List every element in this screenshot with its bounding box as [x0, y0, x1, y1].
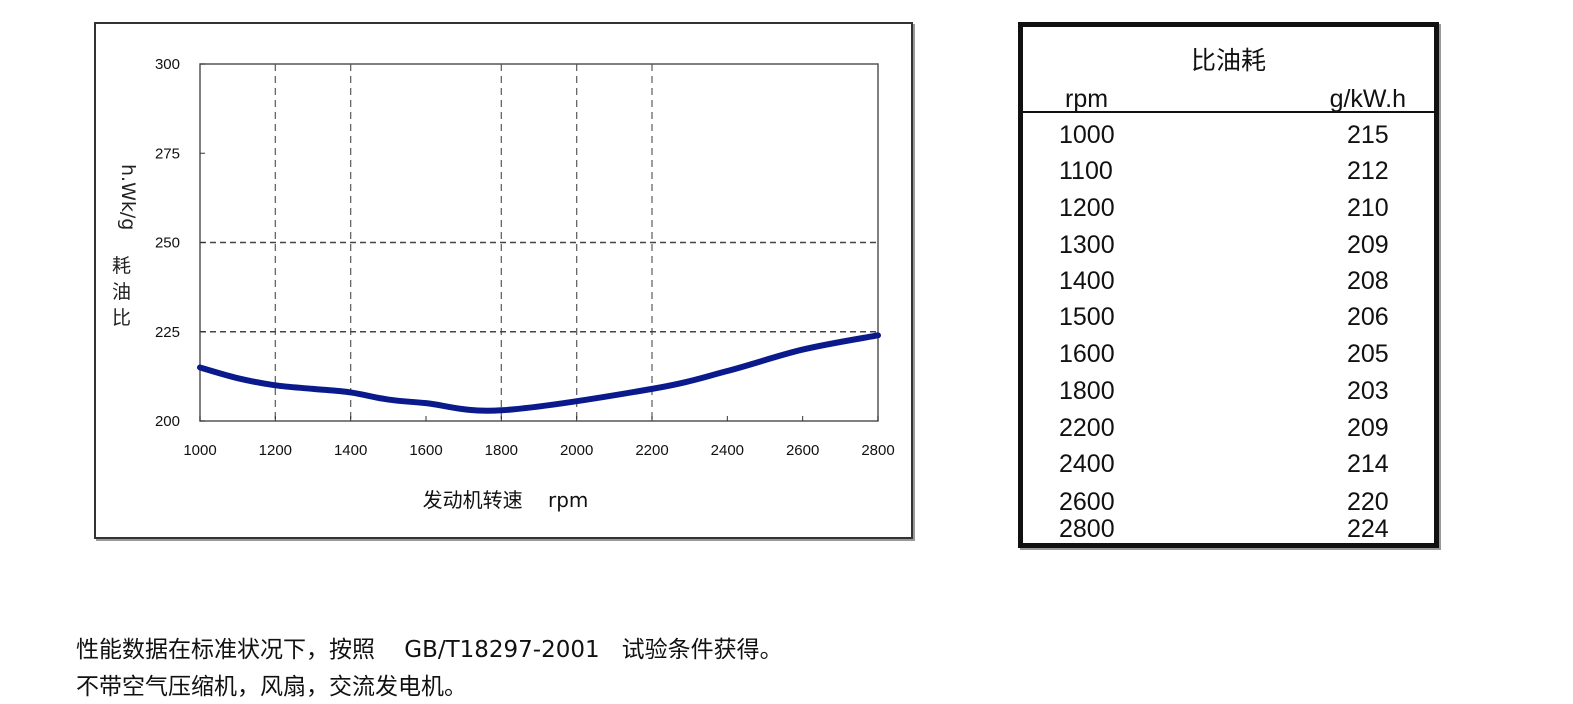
chart-plot: 200 225 250 275 300 1000 1200 1400 1600 1800 2000 2… — [112, 56, 895, 459]
x-tick-label-2600: 2600 — [786, 442, 819, 459]
table-cell-value: 224 — [1347, 515, 1389, 543]
table-cell-value: 210 — [1347, 194, 1389, 222]
chart-frame: 200 225 250 275 300 1000 1200 1400 1600 1800 2000 2… — [94, 22, 913, 539]
table-cell-rpm: 2600 — [1059, 488, 1115, 516]
table-cell-value: 206 — [1347, 303, 1389, 331]
y-tick-label-300: 300 — [155, 56, 180, 73]
table-cell-value: 209 — [1347, 231, 1389, 259]
table-cell-value: 214 — [1347, 450, 1389, 478]
x-tick-label-1000: 1000 — [183, 442, 216, 459]
series-line-0 — [197, 332, 881, 414]
table-cell-rpm: 1800 — [1059, 377, 1115, 405]
table-cell-rpm: 1300 — [1059, 231, 1115, 259]
data-table: 比油耗 rpm g/kW.h 1000 215 1100 212 1200 210 1300… — [1018, 22, 1439, 548]
table-cell-value: 205 — [1347, 340, 1389, 368]
series-layer — [197, 332, 881, 414]
y-axis-label-char: 油 — [112, 281, 131, 303]
note-line-1: 性能数据在标准状况下，按照 GB/T18297-2001 试验条件获得。 — [76, 637, 783, 663]
x-tick-label-2200: 2200 — [635, 442, 668, 459]
table-cell-value: 208 — [1347, 267, 1389, 295]
axis-layer: 200 225 250 275 300 1000 1200 1400 1600 1800 2000 2… — [155, 56, 895, 459]
column-header-unit: g/kW.h — [1329, 85, 1406, 113]
note-line-2: 不带空气压缩机，风扇，交流发电机。 — [76, 674, 467, 700]
table-cell-rpm: 1100 — [1059, 157, 1113, 185]
table-cell-value: 209 — [1347, 414, 1389, 442]
table-cell-value: 212 — [1347, 157, 1389, 185]
grid-layer — [200, 64, 878, 421]
table-cell-rpm: 1200 — [1059, 194, 1115, 222]
table-cell-value: 220 — [1347, 488, 1389, 516]
y-axis-label-char: 耗 — [112, 255, 131, 277]
table-title: 比油耗 — [1190, 46, 1266, 75]
y-tick-label-200: 200 — [155, 413, 180, 430]
x-tick-label-2000: 2000 — [560, 442, 593, 459]
x-tick-label-1600: 1600 — [409, 442, 442, 459]
x-tick-label-2400: 2400 — [711, 442, 744, 459]
x-tick-label-1400: 1400 — [334, 442, 367, 459]
table-cell-value: 203 — [1347, 377, 1389, 405]
table-cell-rpm: 1000 — [1059, 121, 1115, 149]
y-axis-label-char: 比 — [112, 307, 131, 329]
table-cell-rpm: 1500 — [1059, 303, 1115, 331]
table-cell-rpm: 2800 — [1059, 515, 1115, 543]
x-tick-label-2800: 2800 — [861, 442, 894, 459]
y-tick-label-275: 275 — [155, 145, 180, 162]
x-axis-label: 发动机转速 rpm — [422, 488, 589, 512]
header-divider — [1023, 111, 1434, 113]
y-axis-label: h.Wk/g 耗油比 — [112, 164, 139, 329]
table-cell-rpm: 1400 — [1059, 267, 1115, 295]
y-tick-label-225: 225 — [155, 324, 180, 341]
y-axis-label-unit: h.Wk/g — [117, 164, 139, 230]
table-cell-rpm: 2200 — [1059, 414, 1115, 442]
x-tick-label-1200: 1200 — [259, 442, 292, 459]
table-cell-rpm: 2400 — [1059, 450, 1115, 478]
table-cell-rpm: 1600 — [1059, 340, 1115, 368]
y-tick-label-250: 250 — [155, 235, 180, 252]
table-cell-value: 215 — [1347, 121, 1389, 149]
x-tick-label-1800: 1800 — [485, 442, 518, 459]
column-header-rpm: rpm — [1065, 85, 1109, 113]
